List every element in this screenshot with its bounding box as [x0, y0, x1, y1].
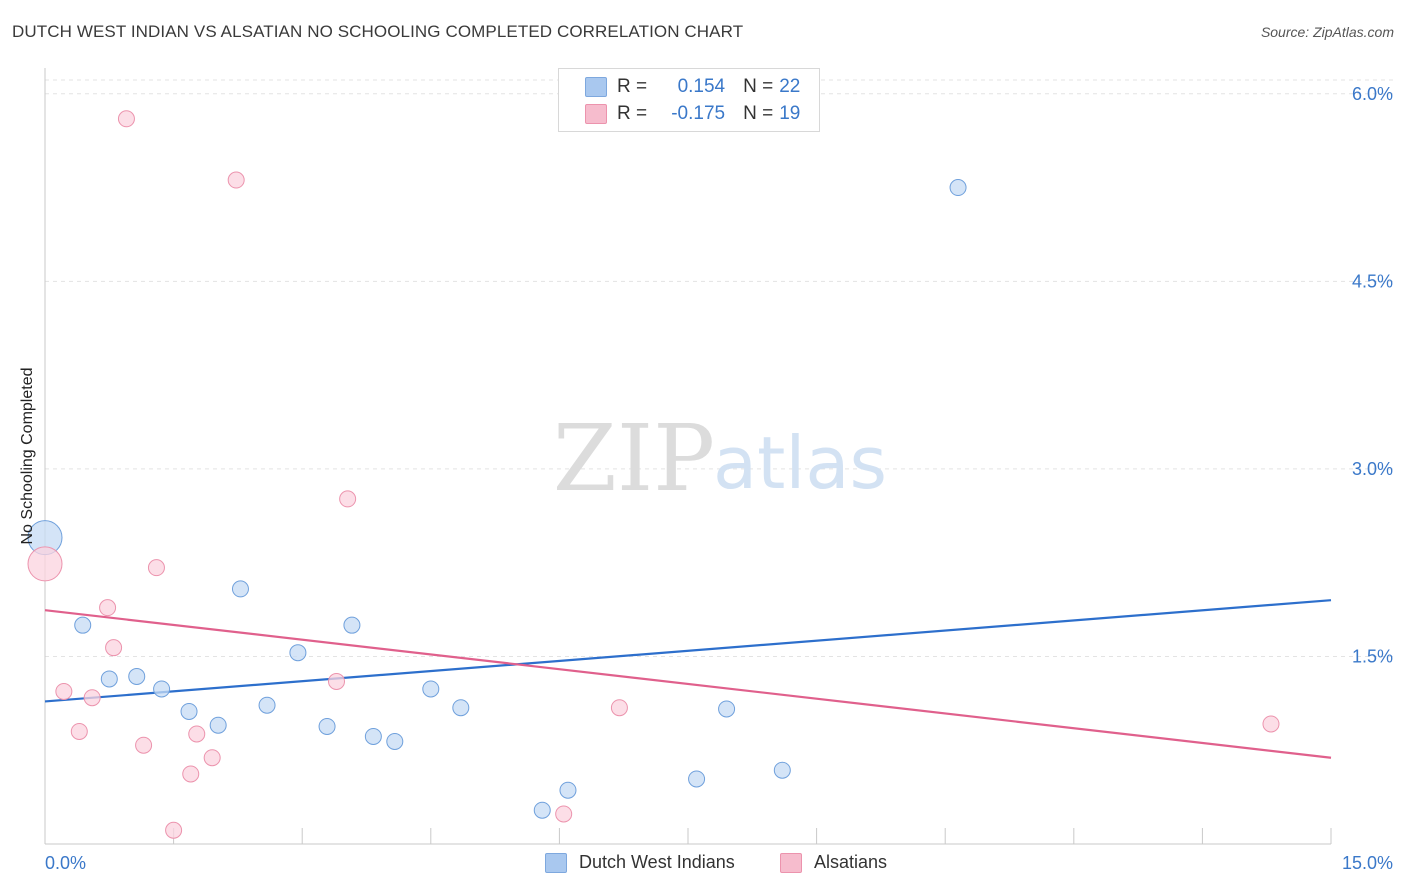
dutch-west-indian-point [289, 644, 307, 662]
dutch-west-indian-point [452, 699, 470, 717]
dutch-west-indian-point [209, 716, 227, 734]
watermark: ZIP atlas [553, 405, 887, 512]
dutch-west-indian-point [718, 700, 736, 718]
bottom-legend-alsatians[interactable]: Alsatians [780, 852, 887, 873]
dutch-west-indian-point [128, 667, 146, 685]
y-tick-label: 3.0% [1352, 459, 1393, 479]
correlation-legend: R = 0.154 N = 22 R = -0.175 N = 19 [558, 68, 820, 132]
alsatian-trendline [44, 609, 1332, 759]
chart-title: DUTCH WEST INDIAN VS ALSATIAN NO SCHOOLI… [12, 22, 744, 41]
legend-row-dutch-west-indians: R = 0.154 N = 22 [585, 75, 800, 99]
source-label: Source: ZipAtlas.com [1260, 24, 1394, 40]
legend-r-label: R = [617, 76, 648, 97]
dutch-west-indian-point [422, 680, 440, 698]
y-axis-label: No Schooling Completed [19, 367, 36, 545]
dutch-west-indian-point [386, 732, 404, 750]
legend-n-value: 19 [779, 103, 801, 124]
alsatian-point [83, 689, 101, 707]
dutch-west-indian-point [533, 801, 551, 819]
legend-swatch-pink [780, 852, 802, 873]
legend-swatch-blue [545, 852, 567, 873]
dutch-west-indian-point [949, 179, 967, 197]
dutch-west-indian-point [343, 616, 361, 634]
alsatian-point [147, 559, 165, 577]
alsatian-point [610, 699, 628, 717]
dutch-west-indian-point [773, 761, 791, 779]
alsatian-point [70, 722, 88, 740]
legend-swatch-pink [585, 104, 607, 124]
alsatian-point [165, 821, 183, 839]
axis-layer [44, 68, 1332, 845]
y-tick-label: 6.0% [1352, 84, 1393, 104]
point-layer [27, 110, 1280, 839]
legend-swatch-blue [585, 77, 607, 97]
tick-label-layer: 1.5% 3.0% 4.5% 6.0% 0.0% 15.0% [45, 84, 1393, 873]
legend-n-label: N = [743, 103, 774, 124]
x-tick-label: 0.0% [45, 853, 86, 873]
dutch-west-indian-point [74, 616, 92, 634]
alsatian-point [339, 490, 357, 508]
y-tick-label: 4.5% [1352, 271, 1393, 291]
dutch-west-indian-point [100, 670, 118, 688]
dutch-west-indian-point [231, 580, 249, 598]
bottom-legend-dutch-west-indians[interactable]: Dutch West Indians [545, 852, 735, 873]
alsatian-point [182, 765, 200, 783]
legend-r-label: R = [617, 103, 648, 124]
alsatian-point [327, 672, 345, 690]
legend-label: Alsatians [814, 852, 888, 872]
legend-n-label: N = [743, 76, 774, 97]
alsatian-point [555, 805, 573, 823]
dutch-west-indian-point [258, 696, 276, 714]
watermark-zip: ZIP [553, 405, 715, 512]
legend-n-value: 22 [779, 76, 801, 97]
legend-label: Dutch West Indians [579, 852, 735, 872]
grid-layer [45, 79, 1395, 657]
legend-r-value: -0.175 [671, 103, 726, 124]
x-tick-label: 15.0% [1342, 853, 1393, 873]
legend-r-value: 0.154 [677, 76, 726, 97]
alsatian-point [99, 599, 117, 617]
dutch-west-indian-point [688, 770, 706, 788]
alsatian-point [227, 171, 245, 189]
alsatian-point [135, 736, 153, 754]
dutch-west-indian-point [318, 717, 336, 735]
alsatian-point [1262, 715, 1280, 733]
legend-row-alsatians: R = -0.175 N = 19 [585, 102, 800, 126]
dutch-west-indian-trendline [44, 599, 1332, 703]
dutch-west-indian-point [153, 680, 171, 698]
alsatian-point [203, 749, 221, 767]
alsatian-point [188, 725, 206, 743]
alsatian-point [105, 639, 123, 657]
alsatian-point [117, 110, 135, 128]
dutch-west-indian-point [180, 702, 198, 720]
trend-layer [44, 599, 1332, 759]
dutch-west-indian-point [559, 781, 577, 799]
watermark-atlas: atlas [713, 421, 887, 505]
dutch-west-indian-point [364, 727, 382, 745]
alsatian-point [27, 546, 63, 582]
y-tick-label: 1.5% [1352, 646, 1393, 666]
alsatian-point [55, 682, 73, 700]
